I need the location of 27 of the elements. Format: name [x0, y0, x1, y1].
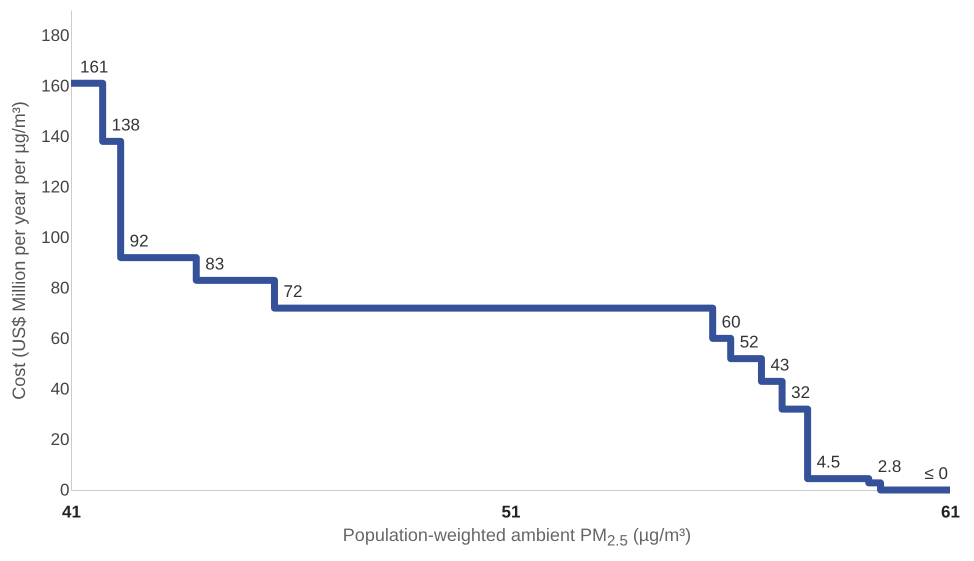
data-label: 52 [740, 332, 759, 352]
x-tick-label: 61 [941, 502, 960, 522]
y-tick-label: 0 [60, 480, 70, 500]
y-tick-label: 120 [41, 177, 70, 196]
data-label: 60 [722, 312, 741, 332]
x-tick-label: 41 [62, 502, 81, 522]
data-label: 92 [130, 232, 149, 251]
y-tick-label: 60 [50, 328, 70, 348]
x-tick-label: 51 [502, 502, 520, 522]
data-label: ≤ 0 [924, 464, 948, 483]
data-label: 72 [283, 282, 302, 302]
data-label: 83 [205, 254, 224, 274]
y-tick-label: 80 [50, 278, 70, 298]
y-tick-label: 20 [50, 430, 70, 449]
x-axis-title: Population-weighted ambient PM$_{2.5}$ (µg/m³) [342, 525, 692, 550]
data-label: 32 [791, 383, 810, 402]
y-tick-label: 100 [41, 228, 70, 247]
data-label: 4.5 [816, 452, 840, 472]
data-label: 138 [112, 115, 140, 134]
y-tick-label: 40 [50, 379, 70, 398]
y-tick-label: 140 [41, 126, 70, 146]
y-tick-label: 160 [41, 76, 70, 96]
y-axis-title: Cost (US$ Million per year per µg/m³) [9, 101, 30, 400]
data-label: 161 [80, 57, 108, 76]
data-label: 2.8 [878, 456, 902, 476]
data-label: 43 [770, 355, 790, 374]
y-tick-label: 180 [41, 26, 70, 45]
